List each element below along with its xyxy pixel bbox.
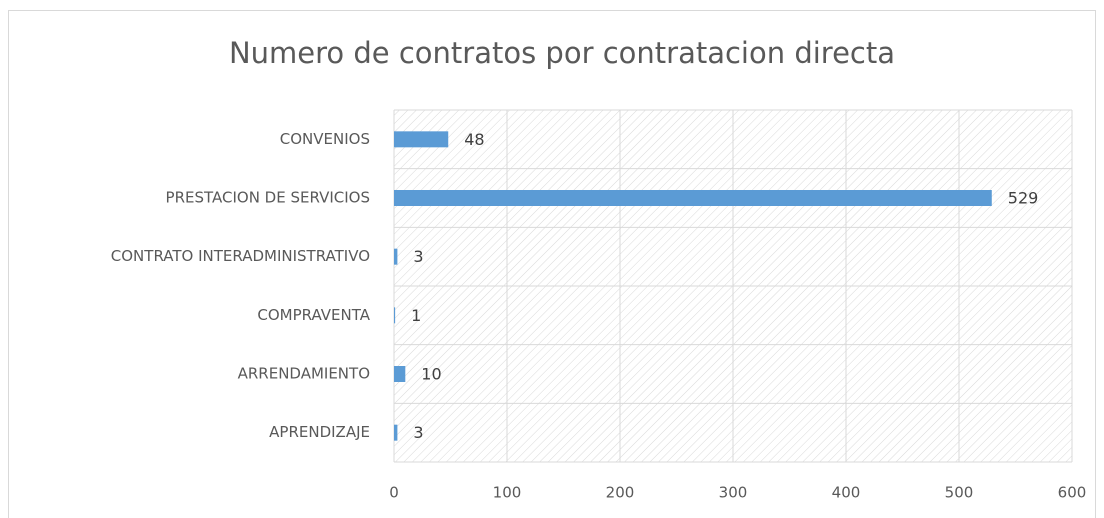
value-label: 3: [413, 247, 423, 266]
y-tick-label: APRENDIZAJE: [269, 423, 370, 441]
bar: [394, 248, 398, 265]
value-label: 1: [411, 306, 421, 325]
bar: [394, 424, 398, 441]
value-label: 48: [464, 130, 484, 149]
x-tick-label: 400: [832, 484, 861, 502]
y-tick-label: PRESTACION DE SERVICIOS: [166, 189, 370, 207]
bar: [394, 307, 396, 324]
value-label: 529: [1008, 189, 1039, 208]
x-tick-label: 0: [389, 484, 399, 502]
x-tick-label: 500: [945, 484, 974, 502]
y-tick-label: COMPRAVENTA: [257, 306, 370, 324]
y-tick-label: ARRENDAMIENTO: [238, 365, 370, 383]
bar: [394, 131, 449, 148]
x-tick-label: 600: [1058, 484, 1087, 502]
x-tick-label: 200: [606, 484, 635, 502]
value-label: 10: [421, 365, 441, 384]
chart-title: Numero de contratos por contratacion dir…: [229, 36, 895, 70]
bar: [394, 366, 406, 382]
x-tick-label: 100: [493, 484, 522, 502]
x-tick-label: 300: [719, 484, 748, 502]
y-tick-label: CONVENIOS: [280, 130, 370, 148]
value-label: 3: [413, 423, 423, 442]
y-tick-label: CONTRATO INTERADMINISTRATIVO: [111, 247, 370, 265]
bar: [394, 190, 992, 206]
